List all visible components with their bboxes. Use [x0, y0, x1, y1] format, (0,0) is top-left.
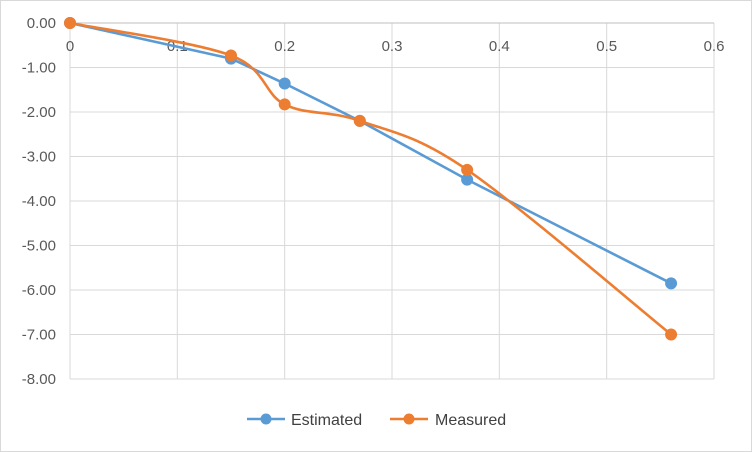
- estimated-series-line: [68, 21, 673, 285]
- measured-data-point: [278, 98, 291, 111]
- x-tick-label: 0.4: [489, 38, 510, 55]
- measured-data-point: [64, 17, 76, 29]
- y-tick-label: 0.00: [27, 15, 56, 32]
- y-tick-label: -3.00: [22, 149, 56, 166]
- series-group: [64, 17, 678, 341]
- tick-labels: 0.00 -1.00 -2.00 -3.00 -4.00 -5.00 -6.00 -7.00 -…: [22, 15, 725, 388]
- y-tick-label: -5.00: [22, 238, 56, 255]
- legend-measured-marker: [403, 413, 415, 425]
- measured-data-point: [225, 49, 237, 62]
- y-tick-label: -2.00: [22, 104, 56, 121]
- x-tick-label: 0.2: [274, 38, 295, 55]
- estimated-data-point: [278, 77, 291, 90]
- y-tick-label: -6.00: [22, 282, 56, 299]
- measured-data-point: [461, 163, 474, 176]
- y-tick-label: -4.00: [22, 193, 56, 210]
- y-tick-label: -1.00: [22, 60, 56, 77]
- gridlines: [69, 22, 715, 380]
- x-tick-label: 0: [66, 38, 74, 55]
- x-tick-label: 0.5: [596, 38, 617, 55]
- y-tick-label: -8.00: [22, 371, 56, 388]
- estimated-data-point: [665, 277, 678, 290]
- measured-data-point: [353, 114, 366, 127]
- legend-estimated-marker: [260, 413, 272, 425]
- measured-series-line: [68, 21, 673, 336]
- y-tick-label: -7.00: [22, 327, 56, 344]
- measured-data-point: [665, 328, 678, 341]
- legend-estimated-label: Estimated: [291, 412, 362, 429]
- x-tick-label: 0.6: [704, 38, 725, 55]
- x-tick-label: 0.3: [382, 38, 403, 55]
- legend-measured-label: Measured: [435, 412, 506, 429]
- legend: Estimated Measured: [247, 412, 506, 429]
